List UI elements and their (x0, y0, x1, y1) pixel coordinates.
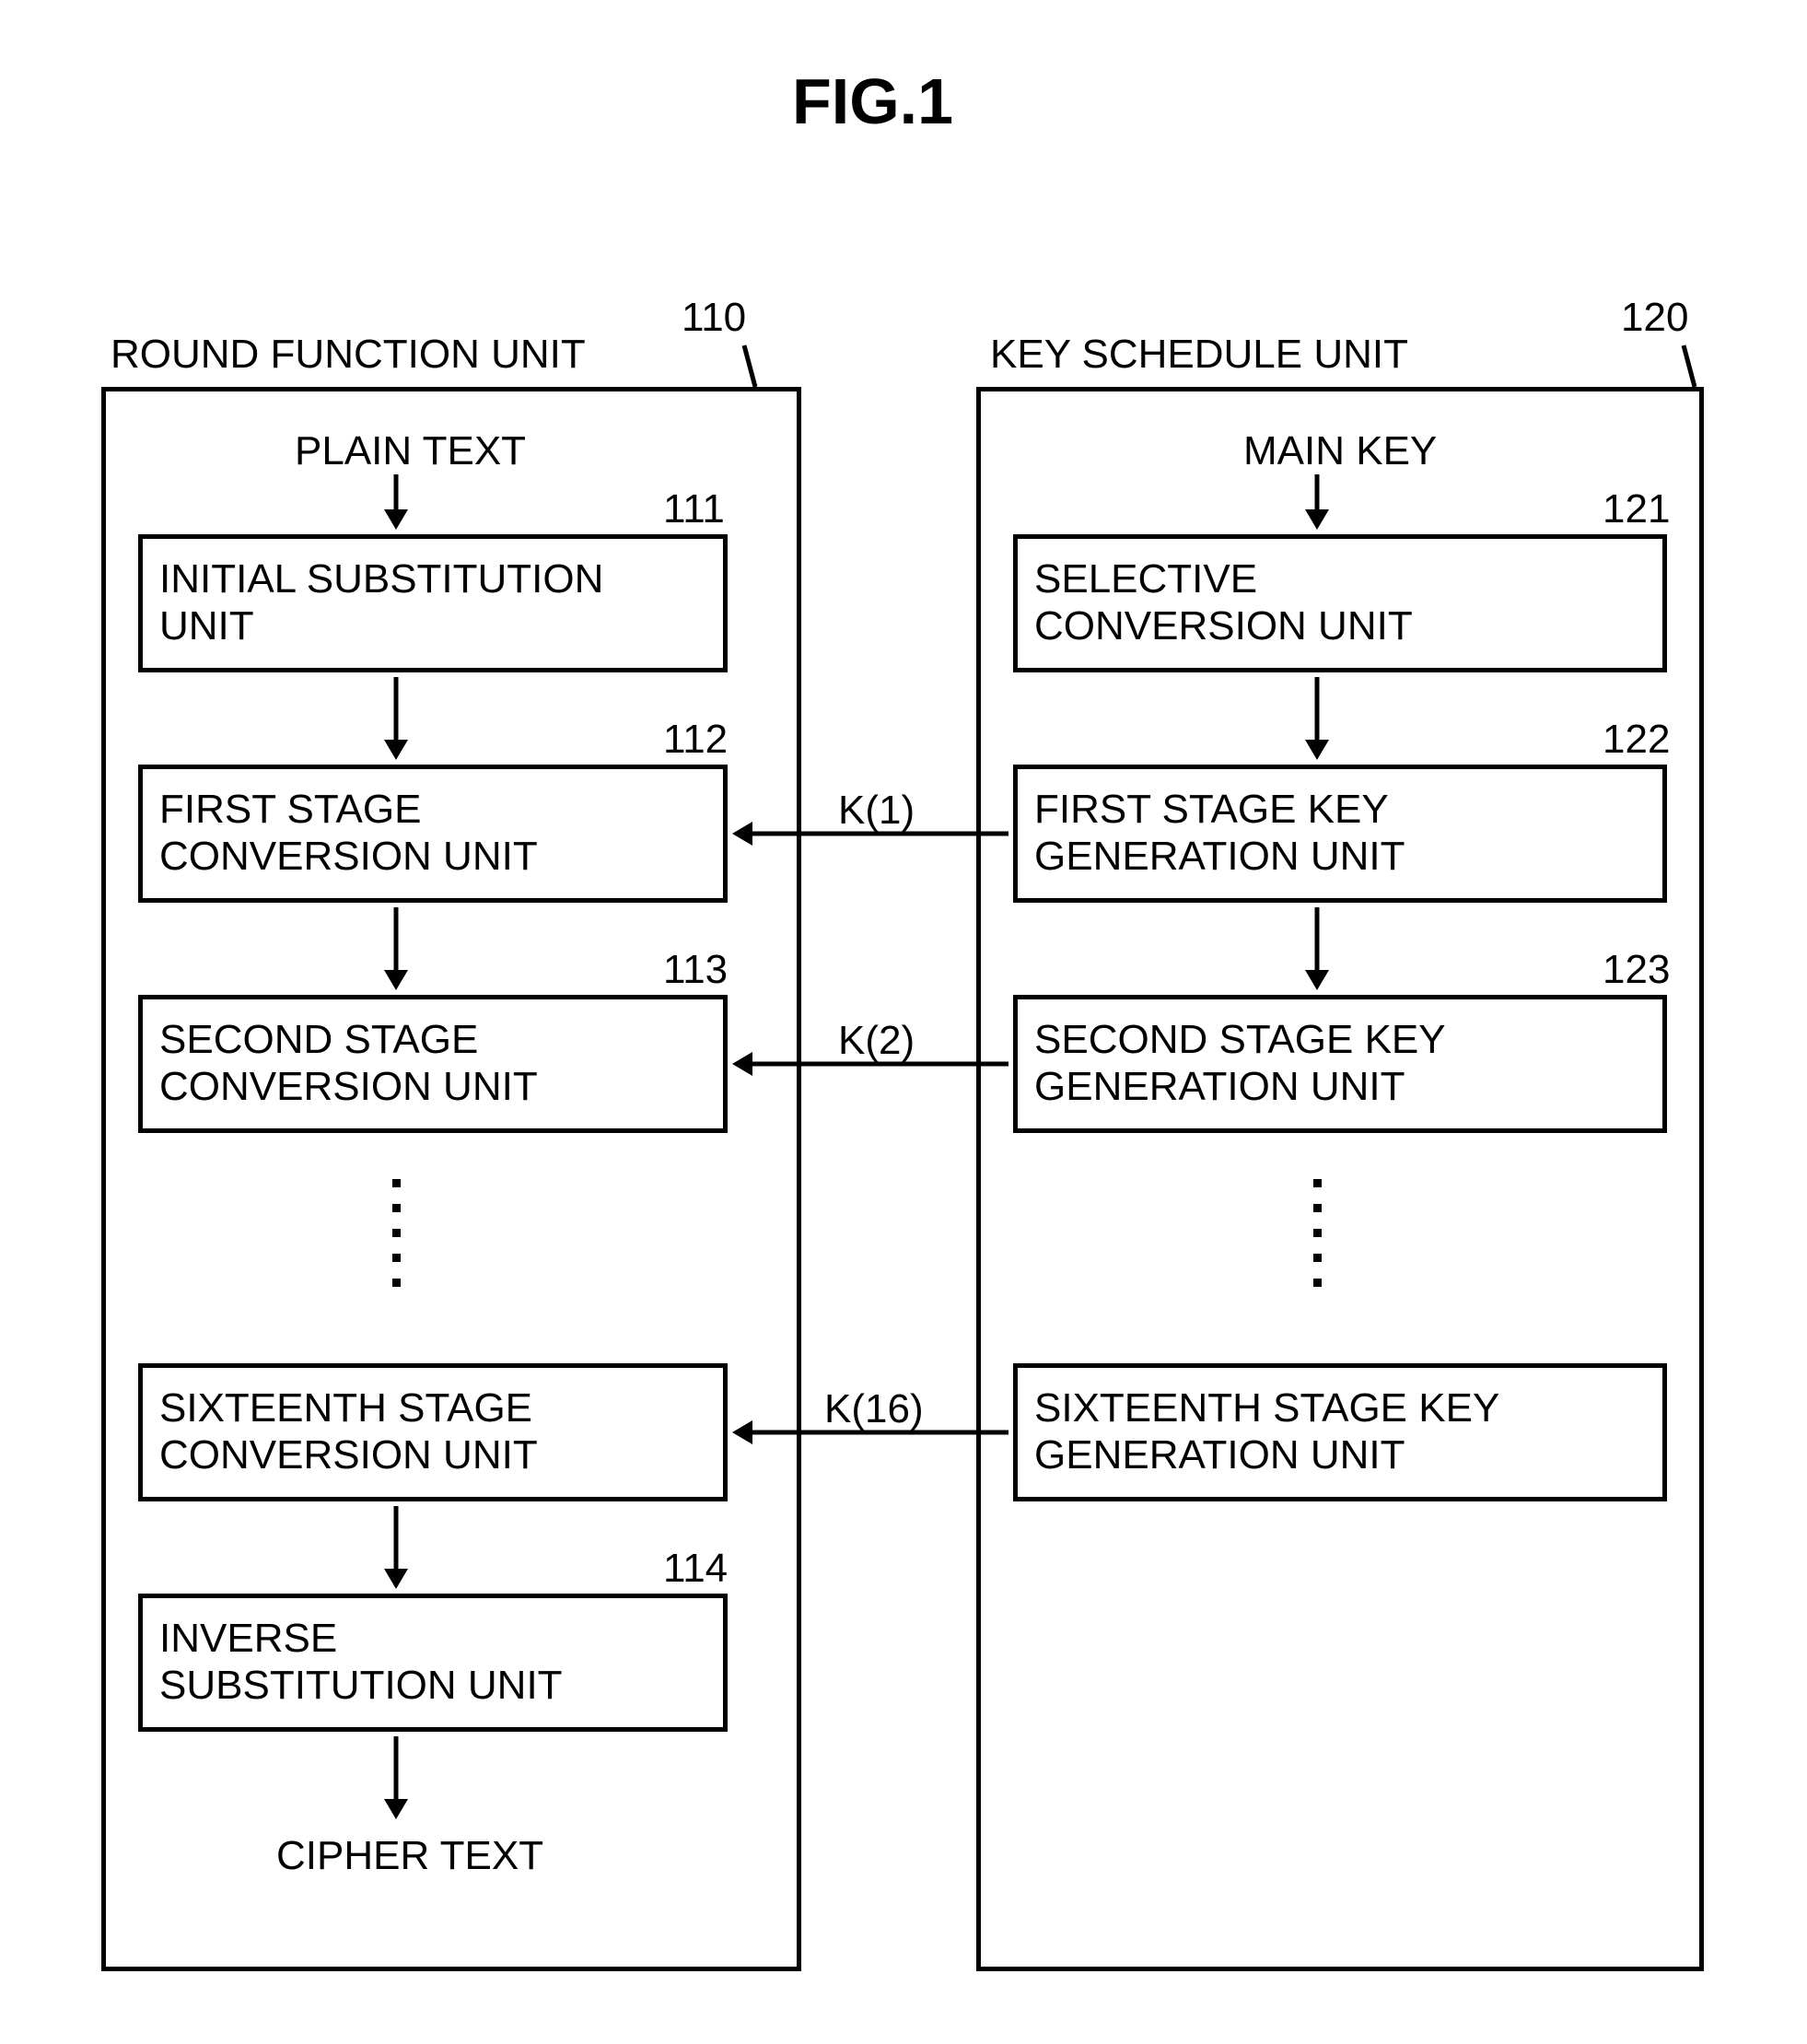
left-box-text-3: SIXTEENTH STAGE CONVERSION UNIT (159, 1385, 538, 1478)
key-label-1: K(2) (838, 1018, 915, 1064)
left-box-text-2: SECOND STAGE CONVERSION UNIT (159, 1017, 538, 1110)
figure-title: FIG.1 (792, 64, 953, 138)
left-box-text-0: INITIAL SUBSTITUTION UNIT (159, 556, 603, 649)
right-box-text-0: SELECTIVE CONVERSION UNIT (1034, 556, 1413, 649)
plain-text-label: PLAIN TEXT (295, 428, 526, 474)
left-box-1: FIRST STAGE CONVERSION UNIT (138, 765, 728, 903)
right-box-3: SIXTEENTH STAGE KEY GENERATION UNIT (1013, 1363, 1667, 1501)
key-schedule-ref: 120 (1621, 295, 1688, 341)
ref-leader (1681, 343, 1697, 390)
left-box-2: SECOND STAGE CONVERSION UNIT (138, 995, 728, 1133)
left-box-ref-2: 113 (663, 947, 728, 993)
right-box-text-2: SECOND STAGE KEY GENERATION UNIT (1034, 1017, 1446, 1110)
left-box-4: INVERSE SUBSTITUTION UNIT (138, 1594, 728, 1732)
key-label-0: K(1) (838, 788, 915, 834)
left-box-ref-4: 114 (663, 1546, 728, 1592)
right-box-2: SECOND STAGE KEY GENERATION UNIT (1013, 995, 1667, 1133)
left-inner-arrow-3 (384, 1736, 408, 1819)
main-key-label: MAIN KEY (1243, 428, 1437, 474)
right-box-ref-2: 123 (1603, 947, 1670, 993)
right-box-0: SELECTIVE CONVERSION UNIT (1013, 534, 1667, 672)
key-label-2: K(16) (824, 1386, 924, 1432)
round-function-header: ROUND FUNCTION UNIT (111, 332, 586, 378)
right-box-text-1: FIRST STAGE KEY GENERATION UNIT (1034, 787, 1405, 880)
left-box-0: INITIAL SUBSTITUTION UNIT (138, 534, 728, 672)
right-inner-arrow-1 (1305, 907, 1329, 990)
right-ellipsis (1313, 1179, 1322, 1287)
left-inner-arrow-0 (384, 677, 408, 760)
ref-leader (741, 343, 758, 390)
round-function-ref: 110 (682, 295, 746, 341)
left-inner-arrow-2 (384, 1506, 408, 1589)
left-box-text-1: FIRST STAGE CONVERSION UNIT (159, 787, 538, 880)
key-schedule-header: KEY SCHEDULE UNIT (990, 332, 1408, 378)
right-box-ref-1: 122 (1603, 717, 1670, 763)
right-inner-arrow-0 (1305, 677, 1329, 760)
plain-text-arrow (384, 474, 408, 530)
main-key-arrow (1305, 474, 1329, 530)
right-box-ref-0: 121 (1603, 486, 1670, 532)
left-box-ref-1: 112 (663, 717, 728, 763)
cipher-text-label: CIPHER TEXT (276, 1833, 543, 1879)
right-box-1: FIRST STAGE KEY GENERATION UNIT (1013, 765, 1667, 903)
left-ellipsis (392, 1179, 401, 1287)
left-box-text-4: INVERSE SUBSTITUTION UNIT (159, 1616, 563, 1709)
left-box-3: SIXTEENTH STAGE CONVERSION UNIT (138, 1363, 728, 1501)
left-box-ref-0: 111 (663, 486, 725, 532)
left-inner-arrow-1 (384, 907, 408, 990)
right-box-text-3: SIXTEENTH STAGE KEY GENERATION UNIT (1034, 1385, 1499, 1478)
